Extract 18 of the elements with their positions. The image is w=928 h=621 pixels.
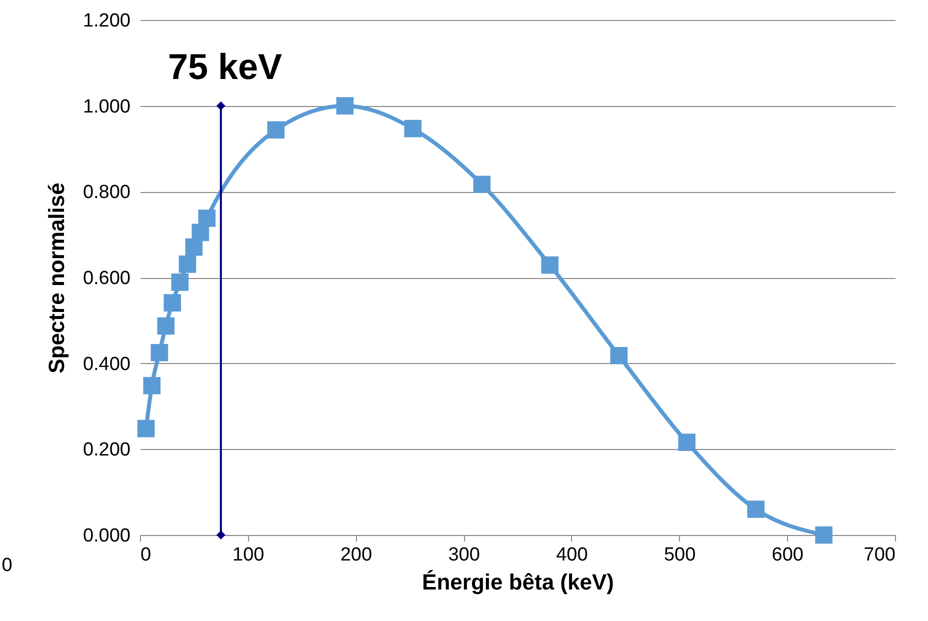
x-tick-label: 200 — [340, 544, 372, 566]
x-tick-label: 600 — [772, 544, 804, 566]
x-tick-label: 100 — [232, 544, 264, 566]
y-tick-label: 1.000 — [82, 96, 130, 118]
y-axis-title: Spectre normalisé — [44, 182, 69, 374]
y-tick-label: 0.200 — [82, 440, 130, 461]
x-tick-label: 0 — [140, 544, 152, 566]
annotation: 75 keV — [168, 46, 282, 87]
y-tick-label: 0.600 — [82, 268, 130, 289]
x-tick-label: 500 — [664, 544, 696, 566]
x-tick-label: 700 — [864, 544, 896, 566]
x-tick-label: 300 — [448, 544, 480, 566]
y-tick-label: 0.000 — [82, 526, 130, 546]
y-tick-label: 0.800 — [82, 182, 130, 204]
y-tick-label: 1.200 — [82, 10, 130, 32]
x-tick-label: 400 — [556, 544, 588, 566]
x-axis-title: Énergie bêta (keV) — [422, 570, 614, 594]
y-tick-label: 0.400 — [82, 354, 130, 375]
